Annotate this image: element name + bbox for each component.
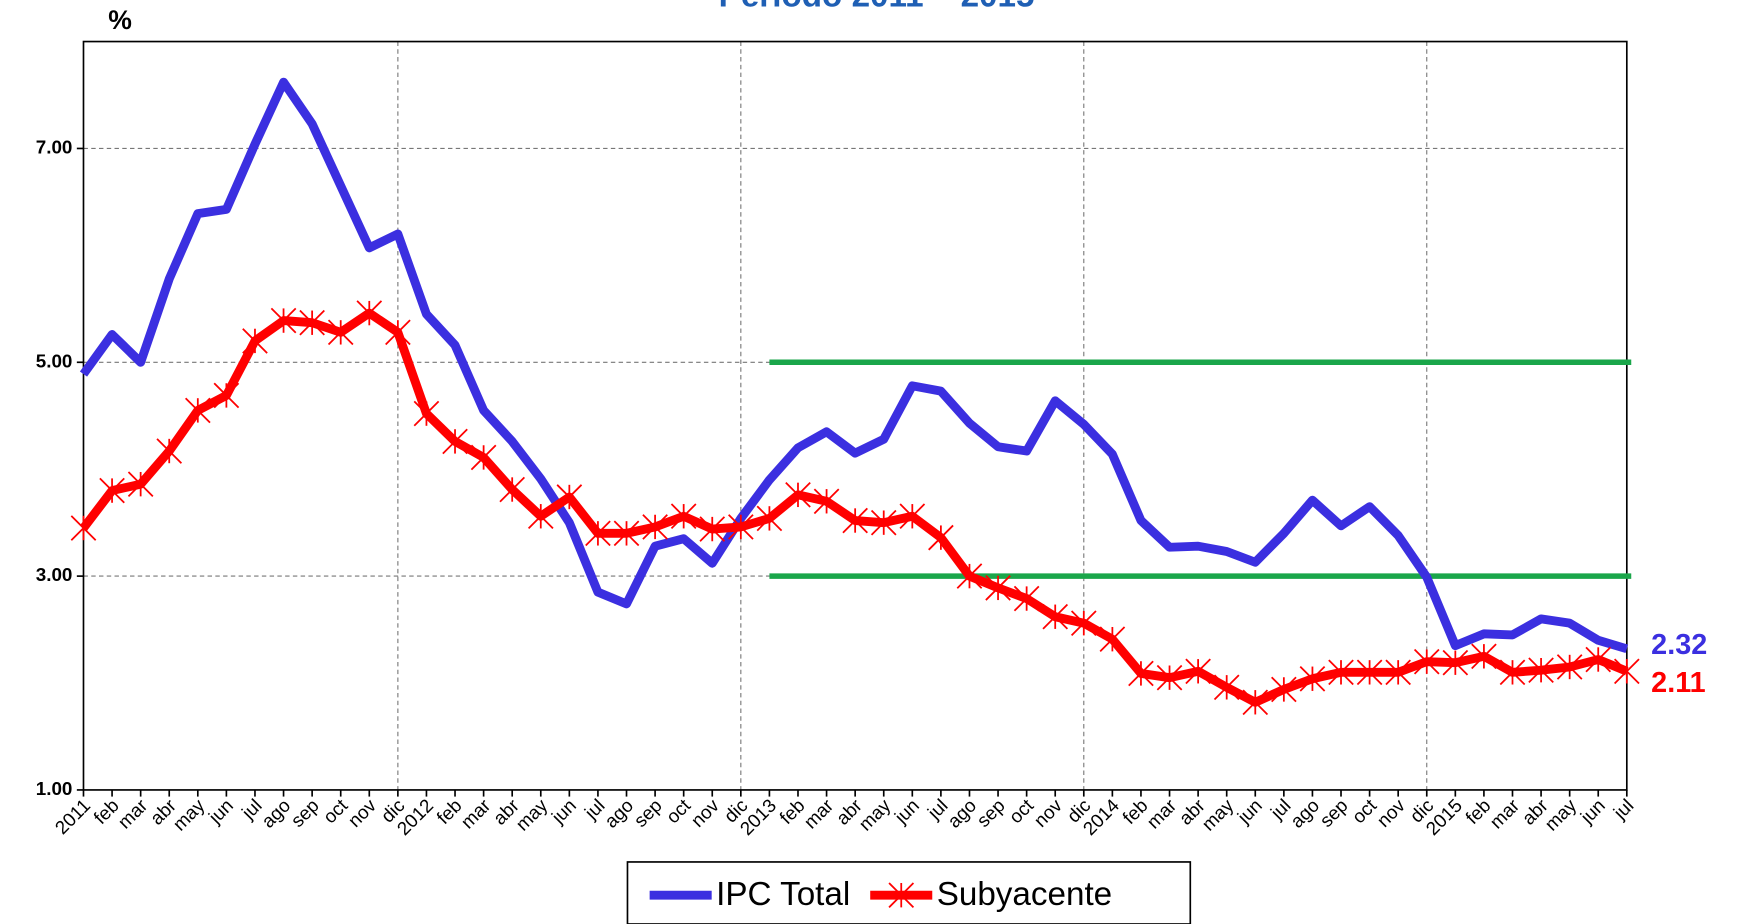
x-tick-label: oct bbox=[1348, 794, 1381, 827]
data-marker bbox=[1471, 643, 1497, 670]
x-tick-label: may bbox=[1197, 794, 1237, 834]
data-marker bbox=[585, 520, 611, 547]
y-axis-label: % bbox=[108, 5, 132, 35]
data-marker bbox=[413, 400, 440, 427]
data-marker bbox=[527, 503, 554, 530]
legend-label: Subyacente bbox=[937, 876, 1112, 913]
data-marker bbox=[1156, 664, 1183, 691]
plot-frame bbox=[82, 40, 1628, 791]
data-marker bbox=[1413, 648, 1440, 675]
data-marker bbox=[899, 503, 926, 530]
data-marker bbox=[1013, 585, 1040, 612]
data-marker bbox=[1528, 657, 1554, 684]
x-tick-label: nov bbox=[1373, 794, 1410, 831]
x-tick-label: sep bbox=[973, 795, 1009, 831]
data-marker bbox=[613, 520, 640, 547]
x-tick-label: oct bbox=[1005, 794, 1038, 827]
y-tick-label: 7.00 bbox=[36, 136, 73, 157]
data-marker bbox=[1242, 689, 1269, 716]
x-tick-label: jun bbox=[547, 795, 580, 828]
data-marker bbox=[956, 563, 983, 589]
data-marker bbox=[670, 503, 697, 530]
x-tick-label: oct bbox=[662, 794, 695, 827]
data-marker bbox=[1213, 674, 1240, 701]
data-marker bbox=[1442, 649, 1469, 676]
data-marker bbox=[813, 488, 840, 515]
data-marker bbox=[985, 575, 1011, 601]
data-marker bbox=[785, 482, 811, 508]
x-tick-label: jun bbox=[890, 795, 923, 828]
data-marker bbox=[1271, 676, 1297, 703]
data-marker bbox=[499, 476, 526, 503]
data-marker bbox=[642, 514, 668, 540]
data-marker bbox=[270, 307, 297, 334]
data-marker bbox=[1042, 603, 1069, 630]
data-marker bbox=[1070, 610, 1097, 636]
x-tick-label: may bbox=[169, 794, 209, 834]
data-marker bbox=[842, 507, 868, 534]
data-marker bbox=[1099, 626, 1126, 653]
x-tick-label: may bbox=[854, 794, 894, 834]
x-tick-label: nov bbox=[344, 794, 381, 831]
data-marker bbox=[299, 309, 325, 336]
data-marker bbox=[356, 300, 383, 326]
series-line bbox=[79, 308, 1629, 707]
data-marker bbox=[728, 514, 754, 540]
x-tick-label: oct bbox=[319, 794, 352, 827]
end-label: 2.32 bbox=[1651, 629, 1707, 661]
legend-label: IPC Total bbox=[716, 876, 850, 913]
x-tick-label: jul bbox=[1609, 795, 1638, 824]
x-tick-label: may bbox=[512, 794, 552, 834]
series-line bbox=[79, 77, 1629, 654]
x-tick-label: sep bbox=[1315, 795, 1351, 831]
data-marker bbox=[242, 328, 268, 354]
data-marker bbox=[1356, 659, 1383, 686]
x-tick-label: jun bbox=[1233, 795, 1266, 828]
data-marker bbox=[99, 477, 125, 504]
data-marker bbox=[127, 471, 154, 497]
data-marker bbox=[1185, 658, 1211, 685]
x-tick-label: may bbox=[1540, 794, 1580, 834]
x-tick-label: 2011 bbox=[51, 795, 94, 838]
data-marker bbox=[327, 319, 354, 346]
data-marker bbox=[1385, 659, 1411, 686]
data-marker bbox=[184, 397, 211, 424]
legend: IPC Total Subyacente bbox=[626, 861, 1192, 924]
data-marker bbox=[1499, 659, 1526, 686]
data-marker bbox=[213, 382, 240, 409]
data-marker bbox=[870, 509, 897, 536]
data-marker bbox=[70, 515, 97, 541]
data-marker bbox=[699, 516, 726, 542]
x-tick-label: nov bbox=[687, 794, 724, 831]
data-marker bbox=[1613, 658, 1640, 685]
data-marker bbox=[470, 444, 497, 471]
data-marker bbox=[1556, 654, 1583, 680]
data-marker bbox=[385, 319, 411, 346]
y-tick-label: 5.00 bbox=[36, 350, 73, 371]
y-tick-label: 1.00 bbox=[36, 778, 73, 799]
end-label: 2.11 bbox=[1651, 667, 1705, 699]
data-marker bbox=[1299, 665, 1326, 692]
data-marker bbox=[928, 524, 954, 551]
x-tick-label: jun bbox=[204, 795, 237, 828]
data-marker bbox=[756, 505, 783, 532]
data-marker bbox=[1128, 660, 1154, 687]
data-marker bbox=[1328, 659, 1354, 686]
data-marker bbox=[442, 428, 468, 455]
data-marker bbox=[1585, 646, 1612, 673]
x-tick-label: nov bbox=[1030, 794, 1067, 831]
x-tick-label: jun bbox=[1576, 795, 1609, 828]
x-tick-label: sep bbox=[287, 795, 323, 831]
chart-title: Periodo 2011 – 2015 - bbox=[719, 0, 1055, 15]
y-tick-label: 3.00 bbox=[36, 564, 73, 585]
data-marker bbox=[156, 438, 183, 464]
data-marker bbox=[556, 484, 583, 510]
x-tick-label: sep bbox=[630, 795, 666, 831]
